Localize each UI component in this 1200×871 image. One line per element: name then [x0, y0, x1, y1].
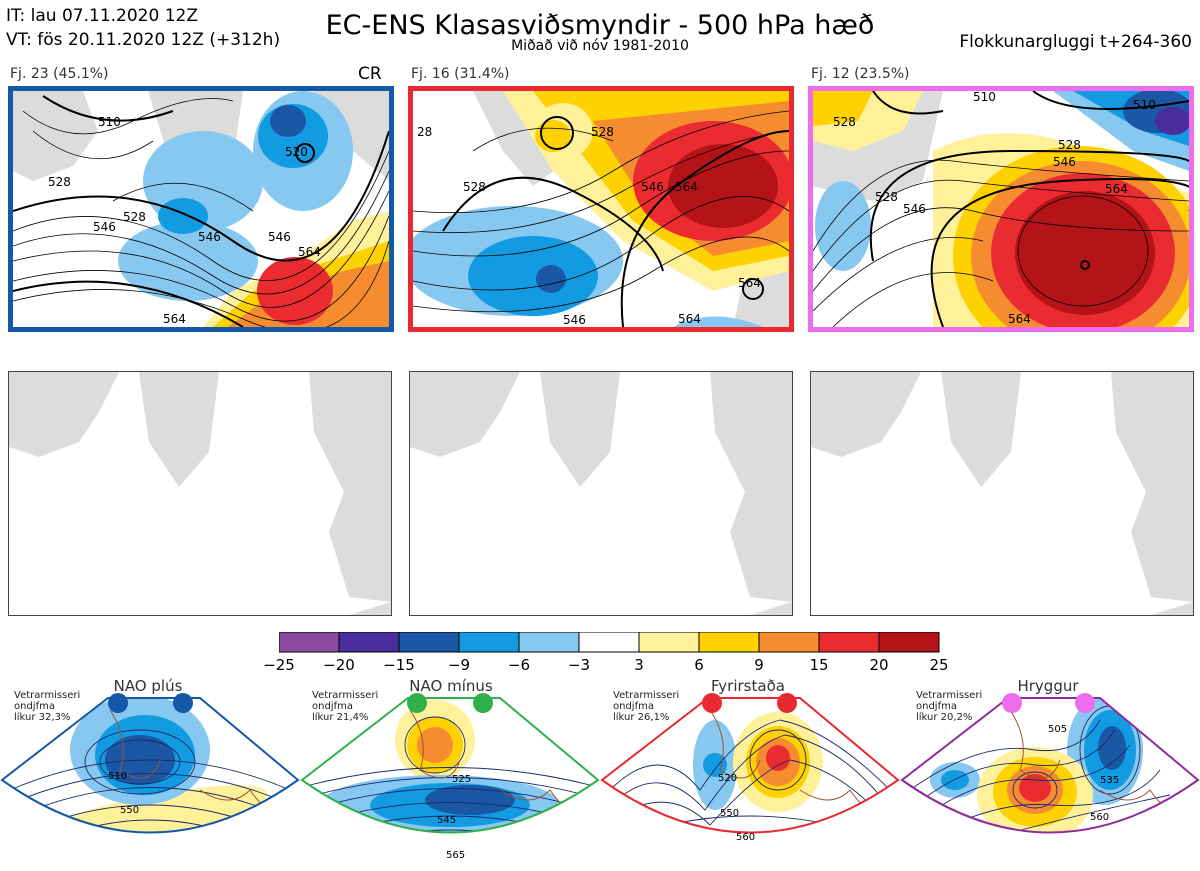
colorbar-tick: 25 — [929, 656, 949, 674]
colorbar-tick: −25 — [263, 656, 295, 674]
regime-1-contour-label: 550 — [120, 805, 139, 816]
colorbar-tick: 15 — [809, 656, 829, 674]
cluster-1-map[interactable]: 528 510 528 546 546 546 564 564 520 — [8, 86, 394, 332]
regime-4-note: Vetrarmisseri ondjfma líkur 20,2% — [916, 690, 983, 723]
colorbar-tick: −15 — [383, 656, 415, 674]
cluster-1-contour-label: 528 — [48, 175, 71, 189]
regime-1-contour-label: 510 — [108, 771, 127, 782]
cluster-3-contour-label: 510 — [1133, 98, 1156, 112]
colorbar-bin — [458, 631, 520, 653]
cluster-3-label: Fj. 12 (23.5%) — [811, 66, 910, 82]
colorbar-bin — [518, 631, 580, 653]
regime-3-name: Fyrirstaða — [711, 677, 785, 695]
regime-1-map[interactable]: 510 550 — [0, 690, 300, 871]
cluster-1-contour-label: 520 — [285, 145, 308, 159]
regime-2-map[interactable]: 525 545 565 — [300, 690, 600, 871]
colorbar-tick: −20 — [323, 656, 355, 674]
cluster-1-contour-label: 564 — [163, 312, 186, 326]
cluster-3-contour-label: 510 — [973, 91, 996, 104]
cluster-3-map[interactable]: 510 510 528 528 546 564 546 528 564 — [808, 86, 1194, 332]
regime-4-contour-label: 535 — [1100, 775, 1119, 786]
cluster-3-contour-label: 528 — [875, 190, 898, 204]
cluster-2-contour-label: 564 — [675, 180, 698, 194]
empty-map-1 — [8, 371, 392, 616]
init-time: IT: lau 07.11.2020 12Z — [6, 6, 198, 26]
cluster-2-contour-label: 546 — [641, 180, 664, 194]
colorbar-tick: 6 — [694, 656, 704, 674]
cluster-3-contour-label: 564 — [1105, 182, 1128, 196]
colorbar-tick: 3 — [634, 656, 644, 674]
regime-4-name: Hryggur — [1017, 677, 1079, 695]
regime-4-dot — [1075, 693, 1095, 713]
regime-1-name: NAO plús — [113, 677, 183, 695]
regime-2-dot — [473, 693, 493, 713]
regime-3-contour-label: 560 — [736, 832, 755, 843]
cluster-1-contour-label: 546 — [93, 220, 116, 234]
regime-2-name: NAO mínus — [409, 677, 493, 695]
colorbar-bin — [698, 631, 760, 653]
cluster-1-contour-label: 564 — [298, 245, 321, 259]
regime-2-contour-label: 525 — [452, 774, 471, 785]
colorbar-bin — [638, 631, 700, 653]
cluster-3-contour-label: 546 — [1053, 155, 1076, 169]
regime-1-dot — [173, 693, 193, 713]
cluster-2-contour-label: 564 — [738, 276, 761, 290]
colorbar-tick: −9 — [447, 656, 471, 674]
colorbar-bin — [398, 631, 460, 653]
regime-4-map[interactable]: 505 535 560 — [900, 690, 1200, 871]
regime-3-contour-label: 550 — [720, 808, 739, 819]
regime-1-note: Vetrarmisseri ondjfma líkur 32,3% — [14, 690, 81, 723]
empty-map-2 — [409, 371, 793, 616]
colorbar-bin — [818, 631, 880, 653]
regime-2-contour-label: 565 — [446, 850, 465, 861]
regime-3-note: Vetrarmisseri ondjfma líkur 26,1% — [613, 690, 680, 723]
cluster-3-contour-label: 564 — [1008, 312, 1031, 326]
colorbar-tick: 9 — [754, 656, 764, 674]
colorbar-bin — [878, 631, 940, 653]
cluster-2-contour-label: 528 — [463, 180, 486, 194]
valid-time: VT: fös 20.11.2020 12Z (+312h) — [6, 30, 281, 50]
empty-map-3 — [810, 371, 1194, 616]
colorbar-bin — [278, 631, 340, 653]
regime-2-contour-label: 545 — [437, 815, 456, 826]
colorbar-bin — [578, 631, 640, 653]
regime-3-map[interactable]: 520 550 560 — [600, 690, 900, 871]
cluster-3-contour-label: 528 — [1058, 138, 1081, 152]
page-subtitle: Miðað við nóv 1981-2010 — [511, 38, 689, 54]
regime-3-dot — [777, 693, 797, 713]
colorbar-tick: 20 — [869, 656, 889, 674]
cluster-3-contour-label: 528 — [833, 115, 856, 129]
colorbar-tick: −6 — [507, 656, 531, 674]
cluster-2-contour-label: 28 — [417, 125, 432, 139]
cluster-window: Flokkunargluggi t+264-360 — [959, 32, 1192, 52]
regime-2-dot — [407, 693, 427, 713]
regime-4-contour-label: 505 — [1048, 724, 1067, 735]
cluster-1-contour-label: 546 — [198, 230, 221, 244]
regime-4-dot — [1002, 693, 1022, 713]
cluster-1-label: Fj. 23 (45.1%) — [10, 66, 109, 82]
colorbar — [278, 631, 943, 658]
cluster-2-map[interactable]: 528 528 546 564 546 564 564 28 — [408, 86, 794, 332]
regime-3-contour-label: 520 — [718, 773, 737, 784]
colorbar-bin — [338, 631, 400, 653]
colorbar-tick: −3 — [567, 656, 591, 674]
regime-2-note: Vetrarmisseri ondjfma líkur 21,4% — [312, 690, 379, 723]
cluster-1-tag: CR — [358, 64, 382, 84]
page-title: EC-ENS Klasasviðsmyndir - 500 hPa hæð — [325, 10, 875, 41]
cluster-1-contour-label: 528 — [123, 210, 146, 224]
cluster-2-contour-label: 528 — [591, 125, 614, 139]
cluster-3-contour-label: 546 — [903, 202, 926, 216]
colorbar-bin — [758, 631, 820, 653]
cluster-2-label: Fj. 16 (31.4%) — [411, 66, 510, 82]
cluster-2-contour-label: 546 — [563, 313, 586, 327]
regime-4-contour-label: 560 — [1090, 812, 1109, 823]
cluster-1-contour-label: 546 — [268, 230, 291, 244]
cluster-2-contour-label: 564 — [678, 312, 701, 326]
regime-3-dot — [702, 693, 722, 713]
cluster-1-contour-label: 510 — [98, 115, 121, 129]
regime-1-dot — [108, 693, 128, 713]
